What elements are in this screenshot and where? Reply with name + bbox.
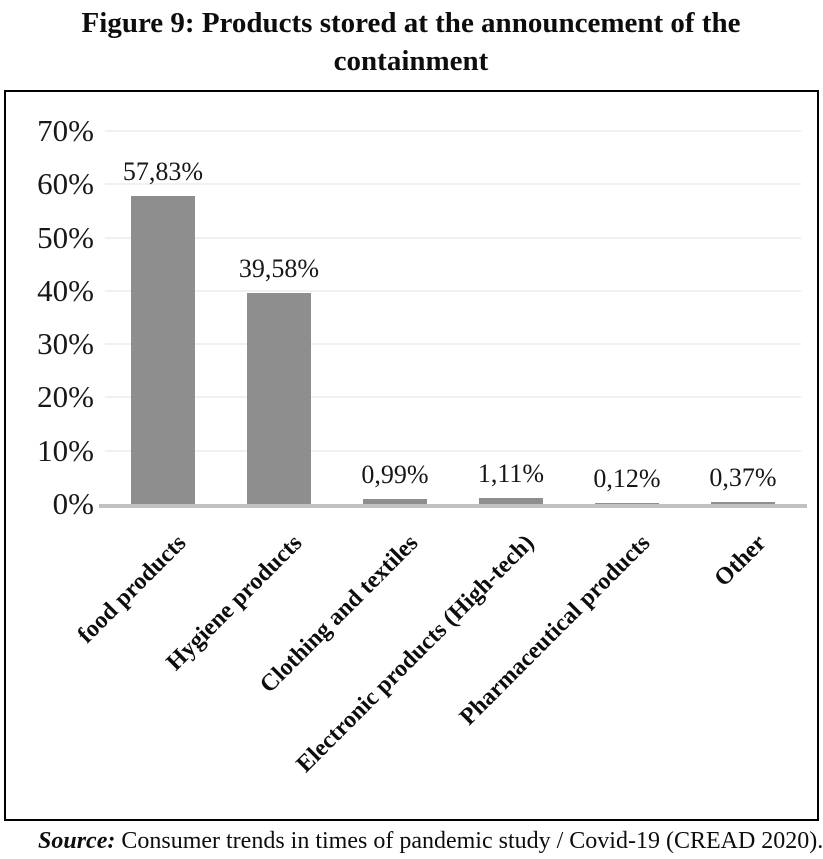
gridline xyxy=(105,289,801,292)
bar xyxy=(363,498,427,504)
y-axis-tick-label: 20% xyxy=(37,379,94,415)
plot-area: 0% 10% 20% 30% 40% 50% 60% 70% 57,83% food produc… xyxy=(6,92,817,819)
source-label: Source: xyxy=(38,828,116,854)
bar xyxy=(595,503,659,504)
y-axis-tick-label: 50% xyxy=(37,219,94,255)
y-axis-tick-label: 60% xyxy=(37,166,94,202)
gridline xyxy=(105,449,801,452)
gridline xyxy=(105,130,801,132)
figure-title: Figure 9: Products stored at the announc… xyxy=(81,7,741,77)
bar xyxy=(247,293,311,504)
gridline xyxy=(105,343,801,346)
bar-value-label: 0,12% xyxy=(593,464,661,494)
source-note: Source: Consumer trends in times of pand… xyxy=(38,826,823,856)
y-axis-tick-label: 10% xyxy=(37,432,94,468)
gridline xyxy=(105,396,801,399)
bar xyxy=(131,195,195,504)
gridline xyxy=(105,183,801,186)
bar-value-label: 39,58% xyxy=(238,254,320,284)
bar-value-label: 0,37% xyxy=(709,463,777,493)
y-axis-tick-label: 0% xyxy=(52,486,94,521)
bar-value-label: 57,83% xyxy=(122,156,204,186)
gridline xyxy=(105,236,801,239)
x-axis-line xyxy=(99,504,807,508)
bar-value-label: 0,99% xyxy=(361,459,429,489)
chart-frame: 0% 10% 20% 30% 40% 50% 60% 70% 57,83% food produc… xyxy=(4,90,819,821)
y-axis-tick-label: 30% xyxy=(37,326,94,362)
bar xyxy=(479,498,543,504)
bar xyxy=(711,502,775,504)
source-text: Consumer trends in times of pandemic stu… xyxy=(115,828,823,854)
y-axis-tick-label: 40% xyxy=(37,272,94,308)
bar-value-label: 1,11% xyxy=(477,459,545,489)
y-axis-tick-label: 70% xyxy=(37,113,94,148)
